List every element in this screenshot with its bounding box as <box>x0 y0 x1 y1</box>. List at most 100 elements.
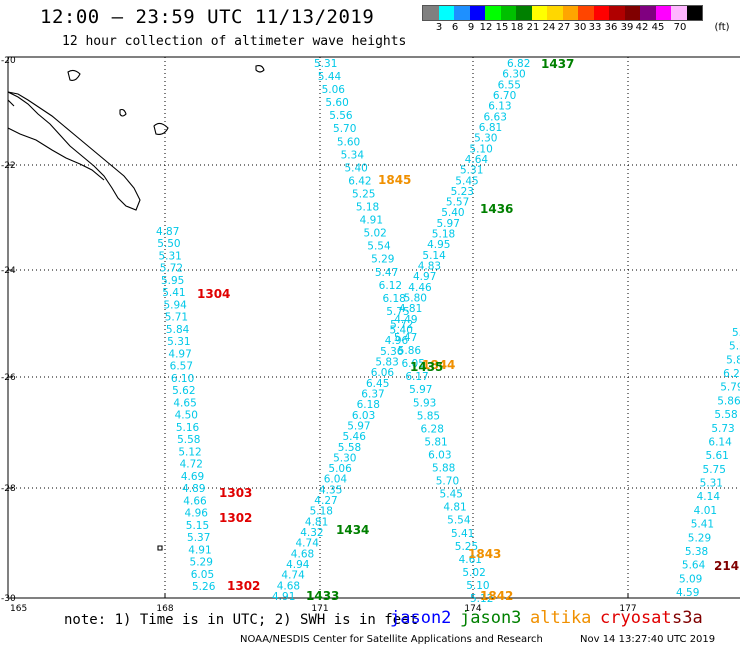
wave-height-value: 6.45 <box>366 378 389 390</box>
wave-height-value: 6.28 <box>421 423 444 435</box>
pass-time-label: 1435 <box>410 360 443 374</box>
wave-height-value: 5.31 <box>314 58 337 70</box>
colorbar-label: 70 <box>673 22 687 33</box>
colorbar-label: 30 <box>573 22 587 33</box>
wave-height-colorbar <box>422 5 703 21</box>
wave-height-value: 5.81 <box>424 436 447 448</box>
pass-time-label: 1437 <box>541 57 574 71</box>
wave-height-value: 6.13 <box>488 101 511 113</box>
legend-jason3: jason3 <box>460 608 522 628</box>
credit-line: NOAA/NESDIS Center for Satellite Applica… <box>240 634 543 645</box>
wave-height-value: 5.94 <box>163 299 187 311</box>
colorbar-label: 39 <box>620 22 634 33</box>
wave-height-value: 4.35 <box>319 484 342 496</box>
wave-height-value: 4.66 <box>183 495 207 507</box>
wave-height-value: 5.29 <box>371 254 394 266</box>
lon-label: 168 <box>156 604 173 614</box>
wave-height-value: 4.96 <box>185 508 209 520</box>
wave-height-value: 5.86 <box>717 395 740 407</box>
wave-height-value: 5.97 <box>347 420 370 432</box>
coastline <box>119 108 127 117</box>
wave-height-value: 5.60 <box>337 136 360 148</box>
wave-height-value: 5.31 <box>158 250 181 262</box>
wave-height-value: 5.2 <box>729 341 740 353</box>
wave-height-value: 6.14 <box>708 436 732 448</box>
wave-height-value: 5.29 <box>688 532 711 544</box>
wave-height-value: 5.60 <box>325 97 348 109</box>
wave-height-value: 4.46 <box>408 282 432 294</box>
wave-height-value: 5.75 <box>386 306 409 318</box>
wave-height-value: 5.95 <box>161 275 184 287</box>
wave-height-value: 5.45 <box>455 175 478 187</box>
wave-height-value: 6.42 <box>348 175 371 187</box>
wave-height-value: 6.03 <box>428 449 451 461</box>
pass-time-label: 214 <box>714 559 739 573</box>
pass-time-label: 1434 <box>336 523 369 537</box>
pass-time-label: 1304 <box>197 287 230 301</box>
wave-height-value: 5.34 <box>341 149 365 161</box>
wave-height-value: 5.29 <box>190 557 213 569</box>
wave-height-value: 4.94 <box>286 559 310 571</box>
wave-height-value: 5.79 <box>720 382 740 394</box>
wave-height-value: 6.12 <box>379 280 402 292</box>
pass-time-label: 1433 <box>306 589 339 603</box>
colorbar-swatch <box>547 6 563 20</box>
wave-height-value: 5.23 <box>451 186 474 198</box>
wave-height-value: 4.81 <box>305 516 328 528</box>
colorbar-swatch <box>640 6 656 20</box>
wave-height-value: 4.14 <box>697 491 721 503</box>
wave-height-value: 5.70 <box>333 123 356 135</box>
wave-height-value: 5.47 <box>375 267 398 279</box>
colorbar-label: 33 <box>588 22 602 33</box>
pass-time-label: 1436 <box>480 202 513 216</box>
wave-height-value: 5.31 <box>460 165 483 177</box>
wave-height-value: 4.61 <box>459 554 482 566</box>
wave-height-value: 5.71 <box>165 312 188 324</box>
wave-height-value: 5.18 <box>356 202 379 214</box>
wave-height-value: 5.30 <box>474 133 497 145</box>
wave-height-value: 4.91 <box>272 591 295 603</box>
wave-height-value: 5.41 <box>691 519 714 531</box>
wave-height-value: 5.54 <box>447 515 471 527</box>
legend-altika: altika <box>530 608 592 628</box>
wave-height-value: 4.97 <box>168 348 191 360</box>
wave-height-value: 6.05 <box>191 569 214 581</box>
wave-height-value: 5.54 <box>367 241 391 253</box>
wave-height-value: 5.80 <box>404 293 427 305</box>
wave-height-value: 5.10 <box>466 580 489 592</box>
wave-height-value: 5.02 <box>462 567 485 579</box>
wave-height-value: 4.27 <box>314 495 337 507</box>
wave-height-value: 4.65 <box>173 397 196 409</box>
colorbar-swatch <box>500 6 516 20</box>
colorbar-swatch <box>593 6 609 20</box>
wave-height-value: 5.14 <box>422 250 446 262</box>
wave-height-value: 5.64 <box>682 560 706 572</box>
colorbar-swatch <box>671 6 687 20</box>
coastline <box>7 91 141 211</box>
wave-height-value: 6.2 <box>723 368 740 380</box>
wave-height-value: 6.63 <box>484 111 507 123</box>
wave-height-value: 5.58 <box>177 434 200 446</box>
pass-time-label: 1302 <box>227 579 260 593</box>
colorbar-swatch <box>516 6 532 20</box>
wave-height-value: 5.72 <box>390 319 413 331</box>
wave-height-value: 4.49 <box>394 314 417 326</box>
wave-height-value: 6.57 <box>170 361 193 373</box>
colorbar-label: 42 <box>635 22 649 33</box>
colorbar-swatch <box>562 6 578 20</box>
colorbar-label: 9 <box>467 22 475 33</box>
colorbar-labels: 3 6 9 12 15 18 21 24 27 30 33 36 39 42 45 70 (ft) <box>422 22 740 34</box>
colorbar-swatch <box>686 6 702 20</box>
wave-height-value: 4.87 <box>156 226 179 238</box>
colorbar-label: 15 <box>495 22 509 33</box>
colorbar-label: 21 <box>526 22 540 33</box>
legend-cryosat: cryosat <box>600 608 672 628</box>
wave-height-value: 5.40 <box>390 325 413 337</box>
colorbar-swatch <box>438 6 454 20</box>
colorbar-label: 3 <box>435 22 443 33</box>
wave-height-value: 5.45 <box>440 489 463 501</box>
lat-label: -30 <box>1 594 16 604</box>
wave-height-value: 5.26 <box>192 581 216 593</box>
coastline <box>67 69 81 81</box>
